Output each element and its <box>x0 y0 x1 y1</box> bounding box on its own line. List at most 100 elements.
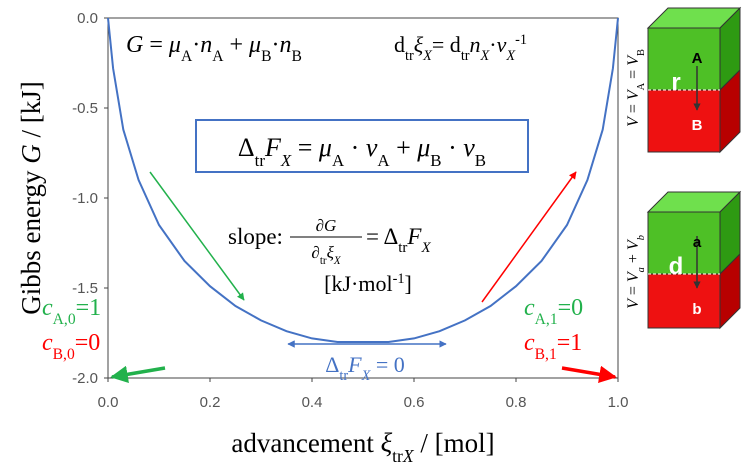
text-part: A <box>332 151 345 170</box>
text-part: n <box>470 32 481 57</box>
text-part: B <box>430 151 441 170</box>
text-part: + <box>625 250 642 267</box>
text-part: G <box>126 32 143 58</box>
text-part: -1 <box>393 271 405 287</box>
text-part: + <box>223 32 249 58</box>
rich-text: [kJ·mol-1] <box>324 271 412 296</box>
text-part: tr <box>255 151 266 170</box>
text-part: Δ <box>238 133 255 162</box>
text-part: X <box>505 48 516 64</box>
text-part: n <box>279 32 291 58</box>
text-part: A,1 <box>535 311 558 328</box>
text-part: F <box>264 133 282 162</box>
text-part: =1 <box>557 330 583 356</box>
text-part: c <box>524 330 535 356</box>
x-tick-label: 0.6 <box>404 394 425 411</box>
text-part: b <box>636 235 647 240</box>
text-part: ∂G <box>316 216 337 235</box>
text-part: · <box>192 32 200 58</box>
x-tick-label: 0.4 <box>302 394 323 411</box>
text-part: = Δ <box>366 224 398 249</box>
text-part: · <box>442 133 464 162</box>
text-part: = <box>143 32 169 58</box>
text-part: · <box>344 133 366 162</box>
text-part: [kJ·mol <box>324 271 392 296</box>
cube-label: B <box>692 117 703 134</box>
y-tick-label: -1.0 <box>72 190 98 207</box>
text-part: ∂ <box>311 243 319 262</box>
rich-text: ΔtrFX = 0 <box>325 352 405 384</box>
text-part: slope: <box>228 224 283 249</box>
text-part: n <box>200 32 212 58</box>
text-part: F <box>406 224 422 249</box>
text-part: = <box>625 100 642 117</box>
text-part: · <box>271 32 279 58</box>
rich-text: cB,0=0 <box>42 330 100 363</box>
text-part: tr <box>461 48 470 64</box>
chart: 0.00.20.40.60.81.00.0-0.5-1.0-1.5-2.0adv… <box>0 0 744 463</box>
text-part: = <box>625 282 642 299</box>
text-part: μ <box>248 32 261 58</box>
y-tick-label: -2.0 <box>72 370 98 387</box>
text-part: -1 <box>515 32 527 48</box>
text-part: B,1 <box>535 346 557 363</box>
rich-text: slope: <box>228 224 283 249</box>
rich-text: ∂trξX <box>311 243 341 267</box>
text-part: = <box>625 66 642 83</box>
text-part: B,0 <box>53 346 75 363</box>
rich-text: ∂G <box>316 216 337 235</box>
text-part: A <box>377 151 390 170</box>
text-part: advancement <box>231 428 380 458</box>
x-tick-label: 0.0 <box>98 394 119 411</box>
text-part: ν <box>463 133 475 162</box>
text-part: X <box>280 151 292 170</box>
text-part: ξ <box>381 428 393 458</box>
text-part: B <box>475 151 486 170</box>
text-part: Gibbs energy <box>16 164 46 315</box>
text-part: =0 <box>75 330 101 356</box>
rich-text: ΔtrFX = μA · νA + μB · νB <box>238 133 486 170</box>
text-part: c <box>42 295 53 321</box>
rich-text: dtrξX= dtrnX·νX-1 <box>394 32 527 64</box>
x-tick-label: 1.0 <box>608 394 629 411</box>
text-part: = d <box>432 32 461 57</box>
cube-label: A <box>692 50 703 67</box>
rich-text: V = Va + Vb <box>625 235 647 309</box>
text-part: / [mol] <box>414 428 495 458</box>
text-part: A,0 <box>53 311 76 328</box>
text-part: tr <box>405 48 414 64</box>
rich-text: V = VA = VB <box>625 49 647 127</box>
text-part: c <box>42 330 53 356</box>
text-part: =0 <box>558 295 584 321</box>
rich-text: = ΔtrFX <box>366 224 431 256</box>
arrow <box>112 368 165 377</box>
text-part: B <box>636 49 647 56</box>
y-tick-label: -0.5 <box>72 100 98 117</box>
text-part: F <box>347 352 362 377</box>
text-part: ν <box>497 32 507 57</box>
rich-text: advancement ξtrX / [mol] <box>231 428 494 463</box>
text-part: tr <box>398 240 407 256</box>
rich-text: cA,1=0 <box>524 295 583 328</box>
text-part: A <box>181 48 193 65</box>
text-part: + <box>390 133 418 162</box>
arrow <box>482 172 576 302</box>
text-part: A <box>212 48 224 65</box>
text-part: / [kJ] <box>16 81 46 144</box>
y-tick-label: 0.0 <box>77 10 98 27</box>
rich-text: cA,0=1 <box>42 295 101 328</box>
cube-label: r <box>671 69 680 96</box>
text-part: B <box>261 48 271 65</box>
text-part: X <box>420 240 431 256</box>
text-part: G <box>16 144 46 164</box>
cube-label: d <box>669 253 684 280</box>
text-part: μ <box>168 32 181 58</box>
text-part: = <box>291 133 319 162</box>
cube-label: a <box>693 234 702 251</box>
text-part: B <box>291 48 301 65</box>
x-tick-label: 0.8 <box>506 394 527 411</box>
text-part: · <box>489 32 496 57</box>
text-part: =1 <box>76 295 102 321</box>
text-part: ν <box>366 133 378 162</box>
text-part: μ <box>318 133 332 162</box>
